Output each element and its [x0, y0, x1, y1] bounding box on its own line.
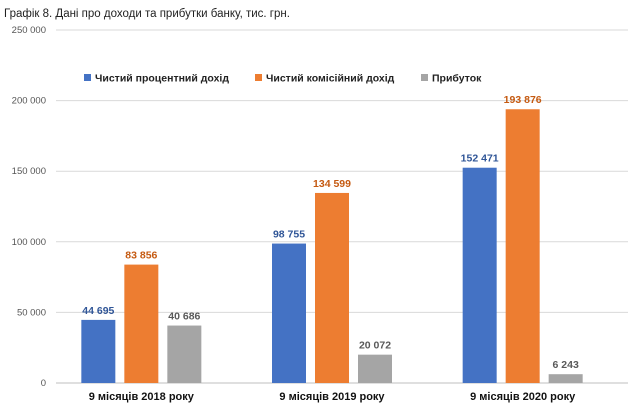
y-tick-label: 200 000	[12, 96, 46, 107]
data-label: 83 856	[125, 250, 157, 262]
bar	[167, 325, 202, 383]
x-category-label: 9 місяців 2018 року	[89, 391, 195, 403]
bar	[81, 319, 116, 383]
data-label: 6 243	[553, 359, 579, 371]
y-tick-label: 150 000	[12, 166, 46, 177]
data-label: 20 072	[359, 340, 391, 352]
y-tick-label: 0	[41, 378, 46, 389]
bar	[462, 167, 497, 383]
legend-label: Прибуток	[432, 73, 482, 85]
data-label: 98 755	[273, 229, 305, 241]
data-label: 134 599	[313, 178, 351, 190]
data-label: 152 471	[461, 153, 499, 165]
legend-swatch	[421, 74, 428, 81]
y-tick-label: 250 000	[12, 25, 46, 36]
bar	[505, 109, 540, 384]
bar	[272, 243, 306, 383]
x-category-label: 9 місяців 2020 року	[470, 391, 576, 403]
bar	[548, 374, 583, 383]
bar	[124, 264, 159, 383]
legend-swatch	[255, 74, 262, 81]
data-label: 40 686	[168, 311, 200, 323]
x-category-label: 9 місяців 2019 року	[279, 391, 385, 403]
bar	[315, 192, 349, 383]
data-label: 44 695	[82, 305, 114, 317]
legend-label: Чистий процентний дохід	[95, 73, 229, 85]
legend-label: Чистий комісійний дохід	[266, 73, 395, 85]
chart-title: Графік 8. Дані про доходи та прибутки ба…	[4, 8, 290, 20]
y-tick-label: 100 000	[12, 237, 46, 248]
legend-swatch	[84, 74, 91, 81]
bar	[358, 354, 392, 383]
data-label: 193 876	[504, 94, 542, 106]
y-tick-label: 50 000	[17, 307, 46, 318]
